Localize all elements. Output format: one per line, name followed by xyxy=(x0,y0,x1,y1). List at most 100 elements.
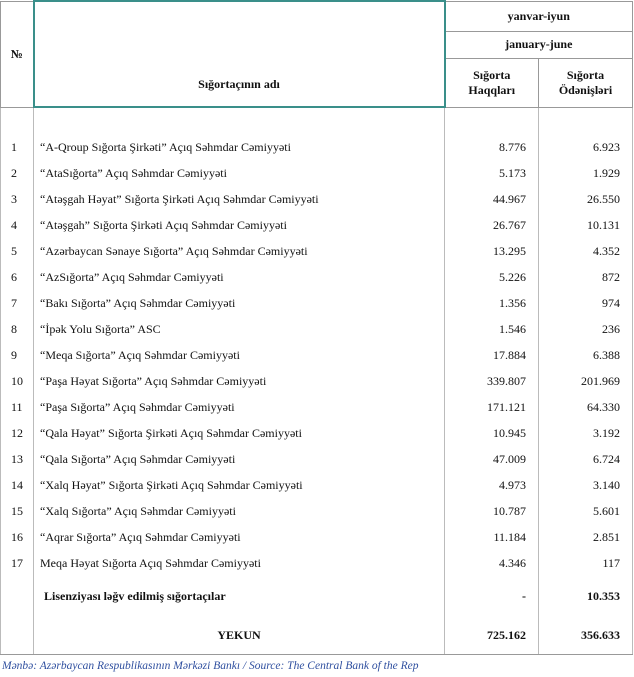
row-number: 6 xyxy=(0,264,34,290)
payments: 64.330 xyxy=(537,394,634,420)
payments: 5.601 xyxy=(537,498,634,524)
table-row: 7 “Bakı Sığorta” Açıq Səhmdar Cəmiyyəti 1.… xyxy=(0,290,634,316)
row-number: 17 xyxy=(0,550,34,576)
premiums: 1.356 xyxy=(444,290,539,316)
payments: 974 xyxy=(537,290,634,316)
insurer-name: “Azərbaycan Sənaye Sığorta” Açıq Səhmdar… xyxy=(33,238,445,264)
payments: 872 xyxy=(537,264,634,290)
table-row: 9 “Meqa Sığorta” Açıq Səhmdar Cəmiyyəti 17… xyxy=(0,342,634,368)
table-row: 13 “Qala Sığorta” Açıq Səhmdar Cəmiyyəti 4… xyxy=(0,446,634,472)
premiums: 8.776 xyxy=(444,134,539,160)
source-note: Mənbə: Azərbaycan Respublikasının Mərkəz… xyxy=(2,660,419,672)
insurer-name: “Aqrar Sığorta” Açıq Səhmdar Cəmiyyəti xyxy=(33,524,445,550)
premiums: 10.787 xyxy=(444,498,539,524)
payments: 6.923 xyxy=(537,134,634,160)
total-premiums: 725.162 xyxy=(444,617,539,655)
row-number: 16 xyxy=(0,524,34,550)
table-row: 17 Meqa Həyat Sığorta Açıq Səhmdar Cəmiyy… xyxy=(0,550,634,576)
premiums: 4.973 xyxy=(444,472,539,498)
row-number: 1 xyxy=(0,134,34,160)
row-number: 14 xyxy=(0,472,34,498)
payments: 10.131 xyxy=(537,212,634,238)
row-number: 12 xyxy=(0,420,34,446)
table-row: 1 “A-Qroup Sığorta Şirkəti” Açıq Səhmdar … xyxy=(0,134,634,160)
payments: 6.388 xyxy=(537,342,634,368)
total-payments: 356.633 xyxy=(537,617,634,655)
row-number: 11 xyxy=(0,394,34,420)
premiums: 10.945 xyxy=(444,420,539,446)
table-row: 3 “Atəşgah Həyat” Sığorta Şirkəti Açıq Sə… xyxy=(0,186,634,212)
premiums: 17.884 xyxy=(444,342,539,368)
insurer-name: “A-Qroup Sığorta Şirkəti” Açıq Səhmdar C… xyxy=(33,134,445,160)
table-row: 4 “Atəşgah” Sığorta Şirkəti Açıq Səhmdar … xyxy=(0,212,634,238)
table-row: 14 “Xalq Həyat” Sığorta Şirkəti Açıq Səhm… xyxy=(0,472,634,498)
header-name: Sığortaçının adı xyxy=(32,0,446,108)
premiums: 47.009 xyxy=(444,446,539,472)
insurer-name: “Paşa Həyat Sığorta” Açıq Səhmdar Cəmiyy… xyxy=(33,368,445,394)
insurer-name: “Atəşgah Həyat” Sığorta Şirkəti Açıq Səh… xyxy=(33,186,445,212)
table-row: 10 “Paşa Həyat Sığorta” Açıq Səhmdar Cəmi… xyxy=(0,368,634,394)
payments: 236 xyxy=(537,316,634,342)
header-period-en: january-june xyxy=(443,30,634,59)
premiums: 5.226 xyxy=(444,264,539,290)
header-number: № xyxy=(0,0,34,108)
premiums: 5.173 xyxy=(444,160,539,186)
revoked-row: Lisenziyası ləğv edilmiş sığortaçılar -10… xyxy=(0,576,634,617)
table-row: 16 “Aqrar Sığorta” Açıq Səhmdar Cəmiyyəti… xyxy=(0,524,634,550)
table-row: 15 “Xalq Sığorta” Açıq Səhmdar Cəmiyyəti 1… xyxy=(0,498,634,524)
row-number: 10 xyxy=(0,368,34,394)
payments: 201.969 xyxy=(537,368,634,394)
empty-cell xyxy=(0,576,34,617)
row-number: 15 xyxy=(0,498,34,524)
revoked-payments: 10.353 xyxy=(537,576,634,617)
insurer-name: “Bakı Sığorta” Açıq Səhmdar Cəmiyyəti xyxy=(33,290,445,316)
payments: 117 xyxy=(537,550,634,576)
table-row: 2 “AtaSığorta” Açıq Səhmdar Cəmiyyəti 5.17… xyxy=(0,160,634,186)
row-number: 13 xyxy=(0,446,34,472)
row-number: 9 xyxy=(0,342,34,368)
header-payments: Sığorta Ödənişləri xyxy=(537,57,634,108)
table-row: 6 “AzSığorta” Açıq Səhmdar Cəmiyyəti 5.226… xyxy=(0,264,634,290)
row-number: 3 xyxy=(0,186,34,212)
insurer-name: “İpək Yolu Sığorta” ASC xyxy=(33,316,445,342)
insurer-name: “AtaSığorta” Açıq Səhmdar Cəmiyyəti xyxy=(33,160,445,186)
table-row: 12 “Qala Həyat” Sığorta Şirkəti Açıq Səhm… xyxy=(0,420,634,446)
payments: 2.851 xyxy=(537,524,634,550)
insurer-name: Meqa Həyat Sığorta Açıq Səhmdar Cəmiyyət… xyxy=(33,550,445,576)
insurer-name: “Xalq Sığorta” Açıq Səhmdar Cəmiyyəti xyxy=(33,498,445,524)
payments: 4.352 xyxy=(537,238,634,264)
insurer-name: “Qala Sığorta” Açıq Səhmdar Cəmiyyəti xyxy=(33,446,445,472)
premiums: 171.121 xyxy=(444,394,539,420)
payments: 3.140 xyxy=(537,472,634,498)
insurer-name: “Paşa Sığorta” Açıq Səhmdar Cəmiyyəti xyxy=(33,394,445,420)
payments: 1.929 xyxy=(537,160,634,186)
insurance-table: № Sığortaçının adı yanvar-iyun january-j… xyxy=(0,0,634,655)
revoked-label: Lisenziyası ləğv edilmiş sığortaçılar xyxy=(33,576,445,617)
premiums: 13.295 xyxy=(444,238,539,264)
premiums: 339.807 xyxy=(444,368,539,394)
insurer-name: “AzSığorta” Açıq Səhmdar Cəmiyyəti xyxy=(33,264,445,290)
payments: 6.724 xyxy=(537,446,634,472)
payments: 3.192 xyxy=(537,420,634,446)
table-row: 5 “Azərbaycan Sənaye Sığorta” Açıq Səhmda… xyxy=(0,238,634,264)
premiums: 44.967 xyxy=(444,186,539,212)
table-row: 11 “Paşa Sığorta” Açıq Səhmdar Cəmiyyəti 1… xyxy=(0,394,634,420)
premiums: 11.184 xyxy=(444,524,539,550)
premiums: 1.546 xyxy=(444,316,539,342)
revoked-premiums: - xyxy=(444,576,539,617)
total-label: YEKUN xyxy=(33,617,445,655)
insurer-name: “Atəşgah” Sığorta Şirkəti Açıq Səhmdar C… xyxy=(33,212,445,238)
payments: 26.550 xyxy=(537,186,634,212)
insurer-name: “Xalq Həyat” Sığorta Şirkəti Açıq Səhmda… xyxy=(33,472,445,498)
premiums: 4.346 xyxy=(444,550,539,576)
table-body: 1 “A-Qroup Sığorta Şirkəti” Açıq Səhmdar … xyxy=(0,107,634,655)
premiums: 26.767 xyxy=(444,212,539,238)
empty-cell xyxy=(0,617,34,655)
total-row: YEKUN 725.162 356.633 xyxy=(0,617,634,655)
row-number: 4 xyxy=(0,212,34,238)
header-period-az: yanvar-iyun xyxy=(443,0,634,32)
row-number: 7 xyxy=(0,290,34,316)
insurer-name: “Qala Həyat” Sığorta Şirkəti Açıq Səhmda… xyxy=(33,420,445,446)
row-number: 2 xyxy=(0,160,34,186)
